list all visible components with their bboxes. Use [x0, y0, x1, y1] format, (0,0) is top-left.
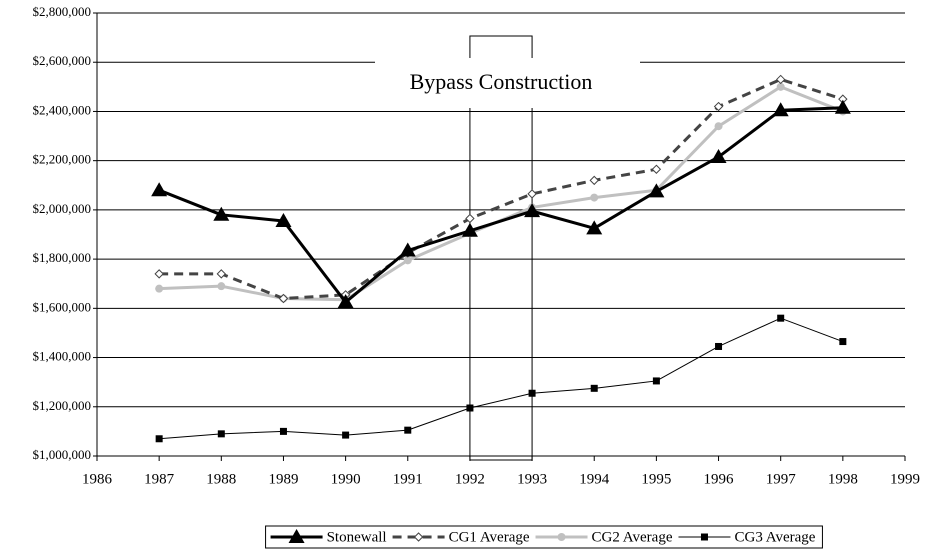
marker	[465, 213, 475, 224]
y-tick-label: $2,200,000	[33, 152, 92, 167]
marker	[154, 269, 164, 279]
x-tick-label: 1997	[766, 471, 797, 487]
marker	[216, 269, 227, 279]
marker	[777, 314, 785, 322]
x-tick-label: 1998	[828, 471, 858, 487]
x-tick-label: 1991	[393, 471, 423, 487]
marker	[279, 427, 287, 435]
legend-label: CG2 Average	[592, 529, 673, 545]
marker	[155, 435, 163, 443]
series-line	[159, 77, 844, 300]
marker	[652, 377, 660, 385]
marker	[155, 284, 164, 293]
y-tick-label: $2,000,000	[33, 201, 92, 216]
marker	[404, 426, 412, 434]
x-tick-label: 1999	[890, 471, 920, 487]
y-tick-label: $2,600,000	[33, 53, 92, 68]
series-line	[159, 85, 844, 302]
marker	[834, 99, 851, 114]
marker	[710, 148, 727, 163]
annotation-background	[375, 58, 640, 108]
marker	[151, 182, 168, 197]
y-tick-label: $1,400,000	[33, 349, 92, 364]
marker	[337, 294, 354, 309]
marker	[213, 206, 230, 221]
legend: Stonewall CG1 Average CG2 Average CG3 Avera…	[265, 525, 823, 549]
y-tick-label: $2,400,000	[33, 102, 92, 117]
marker	[342, 431, 350, 439]
marker	[524, 203, 541, 218]
x-tick-label: 1994	[579, 471, 610, 487]
marker	[466, 404, 474, 412]
legend-label: CG3 Average	[734, 529, 815, 545]
marker	[776, 82, 785, 91]
marker	[461, 222, 478, 237]
x-tick-label: 1990	[331, 471, 361, 487]
y-tick-label: $1,000,000	[33, 447, 92, 462]
y-tick-label: $1,600,000	[33, 299, 92, 314]
marker	[715, 342, 723, 350]
marker	[217, 430, 225, 438]
legend-label: CG1 Average	[449, 529, 530, 545]
marker	[839, 338, 847, 346]
marker	[586, 220, 603, 235]
marker	[528, 389, 536, 397]
marker	[651, 164, 662, 174]
x-tick-label: 1988	[206, 471, 236, 487]
marker	[278, 293, 289, 304]
x-tick-label: 1986	[82, 471, 113, 487]
y-tick-label: $1,800,000	[33, 250, 92, 265]
legend-label: Stonewall	[327, 529, 387, 545]
marker	[275, 212, 292, 227]
marker	[648, 183, 665, 198]
x-tick-label: 1987	[144, 471, 175, 487]
marker	[217, 282, 226, 291]
marker	[700, 533, 708, 541]
x-tick-label: 1992	[455, 471, 485, 487]
y-tick-label: $1,200,000	[33, 398, 92, 413]
marker	[527, 189, 537, 199]
marker	[772, 102, 789, 117]
marker	[399, 242, 416, 257]
marker	[590, 193, 599, 202]
series-line	[159, 317, 844, 440]
marker	[589, 175, 599, 186]
marker	[590, 384, 598, 392]
x-tick-label: 1996	[704, 471, 735, 487]
x-tick-label: 1995	[641, 471, 671, 487]
annotation-label: Bypass Construction	[410, 69, 593, 94]
marker	[288, 529, 305, 543]
marker	[713, 101, 724, 112]
marker	[403, 256, 412, 265]
marker	[775, 74, 786, 85]
series-line	[158, 106, 843, 304]
marker	[714, 122, 723, 131]
x-tick-label: 1989	[268, 471, 298, 487]
y-tick-label: $2,800,000	[33, 4, 92, 19]
x-tick-label: 1993	[517, 471, 547, 487]
marker	[413, 532, 424, 542]
marker	[557, 533, 566, 541]
annotation-span	[469, 35, 533, 461]
